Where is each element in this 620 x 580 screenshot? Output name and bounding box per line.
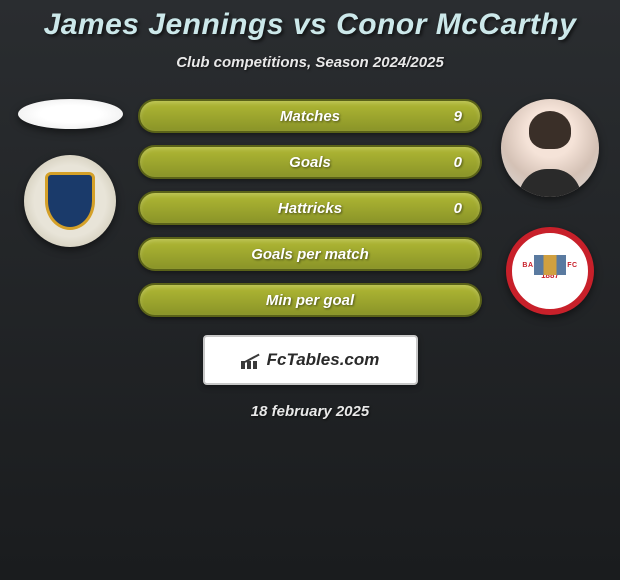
stat-label: Matches: [280, 108, 340, 125]
comparison-title: James Jennings vs Conor McCarthy: [0, 0, 620, 42]
player1-avatar: [18, 99, 123, 129]
player2-avatar: [501, 99, 599, 197]
player1-club-crest: [24, 155, 116, 247]
vs-text: vs: [293, 8, 327, 41]
competition-subtitle: Club competitions, Season 2024/2025: [0, 54, 620, 71]
stat-value: 0: [454, 154, 462, 171]
stat-label: Hattricks: [278, 200, 342, 217]
stat-label: Goals: [289, 154, 331, 171]
right-column: BARNSLEY FC 1887: [486, 99, 614, 315]
brand-text: FcTables.com: [267, 350, 380, 370]
crest-right-year: 1887: [541, 271, 559, 280]
stat-label: Min per goal: [266, 292, 354, 309]
stat-bar-goals: Goals 0: [138, 145, 482, 179]
player1-name: James Jennings: [44, 8, 284, 41]
stat-bar-min-per-goal: Min per goal: [138, 283, 482, 317]
stat-bar-goals-per-match: Goals per match: [138, 237, 482, 271]
brand-box: FcTables.com: [203, 335, 418, 385]
content-row: Matches 9 Goals 0 Hattricks 0 Goals per …: [0, 99, 620, 317]
stat-value: 9: [454, 108, 462, 125]
stat-label: Goals per match: [251, 246, 369, 263]
stat-bar-hattricks: Hattricks 0: [138, 191, 482, 225]
stat-value: 0: [454, 200, 462, 217]
left-column: [6, 99, 134, 247]
stat-bar-matches: Matches 9: [138, 99, 482, 133]
crest-right-text: BARNSLEY FC: [522, 262, 577, 269]
player2-club-crest: BARNSLEY FC 1887: [506, 227, 594, 315]
player2-name: Conor McCarthy: [336, 8, 576, 41]
chart-icon: [241, 351, 263, 369]
stats-column: Matches 9 Goals 0 Hattricks 0 Goals per …: [134, 99, 486, 317]
date-text: 18 february 2025: [0, 403, 620, 420]
